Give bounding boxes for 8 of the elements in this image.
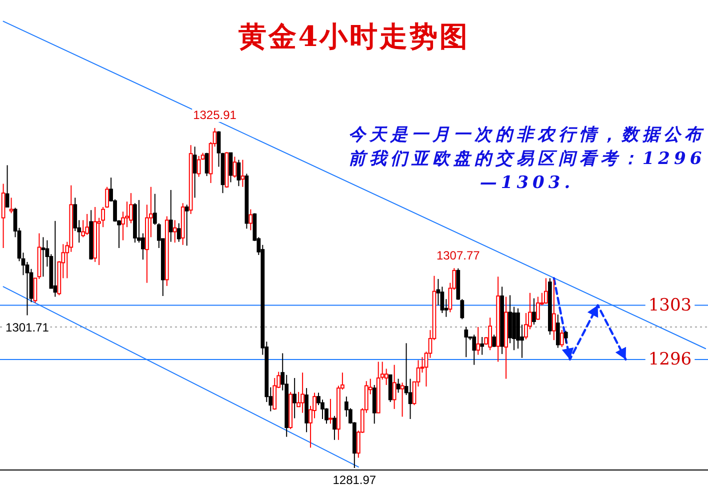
ref-line-label: 1303 — [648, 295, 692, 316]
annotation: 1307.77 — [435, 248, 482, 262]
ref-line-label: 1296 — [648, 349, 692, 370]
annotation: 1325.91 — [192, 108, 238, 122]
annotation: 1301.71 — [4, 320, 50, 334]
annotation: 1281.97 — [332, 473, 378, 487]
annotation: 今天是一月一次的非农行情，数据公布前我们亚欧盘的交易区间看考：1296—1303. — [348, 125, 706, 193]
title: 黄金4小时走势图 — [238, 20, 470, 53]
